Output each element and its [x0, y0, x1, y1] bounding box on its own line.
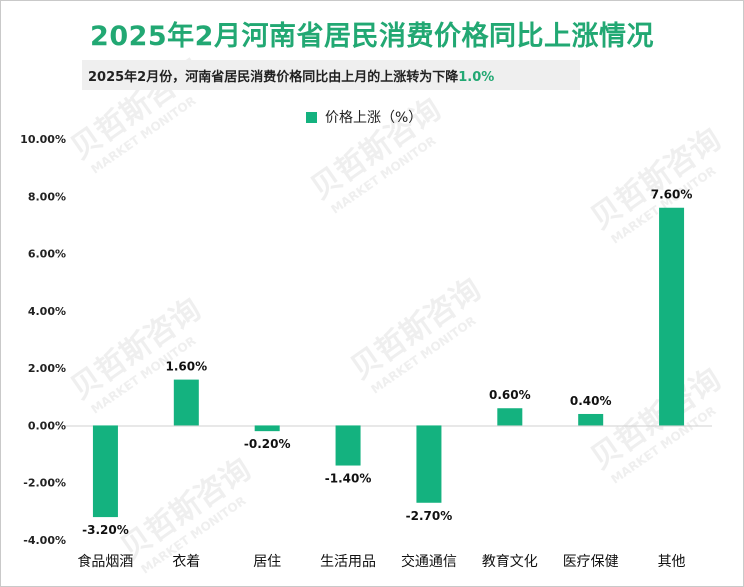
x-tick-label: 交通通信 [401, 553, 457, 570]
y-tick-label: 2.00% [28, 362, 66, 375]
x-tick-label: 生活用品 [320, 554, 376, 570]
legend-label: 价格上涨（%） [325, 110, 423, 126]
x-tick-label: 教育文化 [482, 554, 538, 570]
y-tick-label: 4.00% [28, 305, 66, 318]
y-tick-label: 0.00% [28, 419, 66, 432]
y-tick-label: -2.00% [23, 477, 66, 490]
bar [578, 413, 604, 426]
subtitle-text: 2025年2月份，河南省居民消费价格同比由上月的上涨转为下降 [88, 70, 459, 85]
value-labels: -3.20% 1.60% -0.20% -1.40% -2.70% 0.60% 0.40% 7… [82, 188, 692, 537]
y-tick-label: -4.00% [23, 534, 66, 547]
x-tick-label: 其他 [658, 554, 686, 570]
chart-subtitle: 2025年2月份，河南省居民消费价格同比由上月的上涨转为下降1.0% [88, 66, 494, 85]
bar-value-label: 0.60% [489, 388, 531, 402]
bar [416, 425, 442, 503]
legend: 价格上涨（%） [306, 107, 422, 127]
bars [92, 207, 685, 518]
x-tick-label: 居住 [253, 554, 281, 570]
bar-value-label: 1.60% [165, 360, 207, 374]
bar-value-label: -2.70% [406, 509, 453, 523]
bar-value-label: -3.20% [82, 523, 129, 537]
bar [254, 425, 280, 432]
bar [659, 207, 685, 426]
y-tick-label: 8.00% [28, 190, 66, 203]
bar [92, 425, 118, 518]
bar [335, 425, 361, 466]
x-tick-label: 医疗保健 [563, 554, 619, 570]
x-tick-label: 食品烟酒 [77, 553, 133, 570]
bar-value-label: -0.20% [244, 437, 291, 451]
subtitle-background [82, 60, 580, 90]
y-tick-label: 6.00% [28, 248, 66, 261]
subtitle-value: 1.0% [458, 70, 495, 85]
bar [497, 408, 523, 426]
bar-value-label: 0.40% [570, 394, 612, 408]
x-tick-label: 衣着 [172, 554, 200, 570]
legend-swatch [306, 111, 317, 123]
bar-value-label: 7.60% [651, 188, 693, 202]
bar [173, 379, 199, 426]
y-tick-labels: 10.00% 8.00% 6.00% 4.00% 2.00% 0.00% -2.00% -4.… [20, 133, 66, 547]
x-tick-labels: 食品烟酒 衣着 居住 生活用品 交通通信 教育文化 医疗保健 其他 [77, 553, 685, 570]
bar-value-label: -1.40% [325, 472, 372, 486]
y-tick-label: 10.00% [20, 133, 66, 146]
chart-title: 2025年2月河南省居民消费价格同比上涨情况 [90, 21, 654, 52]
